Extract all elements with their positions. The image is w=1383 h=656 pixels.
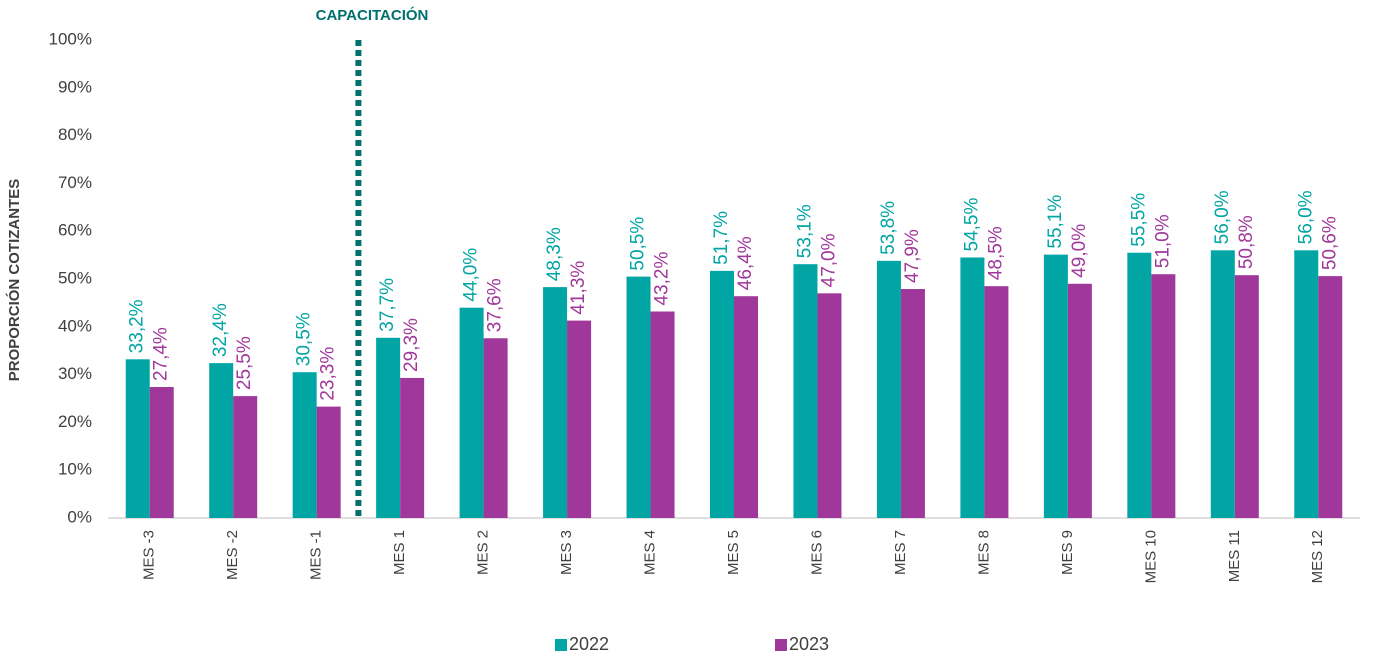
value-label: 32,4% xyxy=(210,303,231,357)
bar xyxy=(543,287,568,518)
bar xyxy=(316,406,341,518)
value-label: 55,5% xyxy=(1128,193,1149,247)
bar xyxy=(376,337,401,518)
bar xyxy=(233,396,258,518)
value-label: 37,6% xyxy=(485,278,506,332)
x-tick-label: MES 3 xyxy=(558,530,575,575)
value-label: 55,1% xyxy=(1045,195,1066,249)
value-label: 23,3% xyxy=(318,347,339,401)
value-label: 25,5% xyxy=(234,336,255,390)
value-label: 30,5% xyxy=(294,312,315,366)
x-tick-label: MES -2 xyxy=(224,530,241,580)
legend-swatch xyxy=(555,639,567,651)
y-tick-label: 40% xyxy=(58,316,92,335)
bar xyxy=(626,276,651,518)
x-tick-label: MES 8 xyxy=(975,530,992,575)
x-tick-label: MES 11 xyxy=(1226,530,1243,582)
value-label: 43,2% xyxy=(652,252,673,306)
value-label: 54,5% xyxy=(961,198,982,252)
x-tick-label: MES 2 xyxy=(475,530,492,575)
x-tick-label: MES 5 xyxy=(725,530,742,575)
annotation: CAPACITACIÓN xyxy=(316,6,429,24)
y-tick-label: 10% xyxy=(58,460,92,479)
value-label: 33,2% xyxy=(127,299,148,353)
bar xyxy=(900,289,925,518)
y-axis-label: PROPORCIÓN COTIZANTES xyxy=(5,179,23,382)
bar xyxy=(1127,252,1152,518)
bar xyxy=(1318,276,1343,518)
legend-swatch xyxy=(775,639,787,651)
value-label: 56,0% xyxy=(1212,190,1233,244)
bar xyxy=(650,311,675,518)
value-label: 48,3% xyxy=(544,227,565,281)
x-tick-label: MES 10 xyxy=(1142,530,1159,583)
bar xyxy=(876,260,901,518)
bar xyxy=(960,257,985,518)
bar xyxy=(1210,250,1235,518)
legend-label: 2023 xyxy=(789,634,829,654)
value-label: 50,8% xyxy=(1236,215,1257,269)
x-tick-label: MES -3 xyxy=(141,530,158,580)
bar xyxy=(149,387,174,518)
bar xyxy=(1294,250,1319,518)
bar xyxy=(710,270,734,518)
value-label: 27,4% xyxy=(151,327,172,381)
x-tick-label: MES -1 xyxy=(308,530,325,580)
x-tick-label: MES 6 xyxy=(808,530,825,575)
bar xyxy=(209,363,234,518)
value-label: 44,0% xyxy=(461,248,482,302)
y-tick-label: 0% xyxy=(67,507,92,526)
bar xyxy=(1234,275,1259,518)
x-tick-label: MES 1 xyxy=(391,530,408,575)
value-label: 41,3% xyxy=(568,261,589,315)
y-tick-label: 100% xyxy=(49,29,92,48)
y-tick-label: 50% xyxy=(58,268,92,287)
bar xyxy=(1043,254,1068,518)
bar xyxy=(459,307,484,518)
x-tick-label: MES 4 xyxy=(642,530,659,575)
bar xyxy=(817,293,842,518)
bar xyxy=(400,377,425,518)
y-tick-label: 20% xyxy=(58,412,92,431)
bar xyxy=(483,338,508,518)
bar xyxy=(793,264,818,518)
value-label: 53,8% xyxy=(878,201,899,255)
value-label: 53,1% xyxy=(794,204,815,258)
y-tick-label: 30% xyxy=(58,364,92,383)
value-label: 47,9% xyxy=(902,229,923,283)
legend-label: 2022 xyxy=(569,634,609,654)
y-tick-label: 80% xyxy=(58,125,92,144)
value-label: 49,0% xyxy=(1069,224,1090,278)
bar xyxy=(292,372,317,518)
value-label: 48,5% xyxy=(985,226,1006,280)
y-tick-label: 60% xyxy=(58,221,92,240)
value-label: 29,3% xyxy=(401,318,422,372)
x-tick-label: MES 12 xyxy=(1309,530,1326,583)
bar xyxy=(734,296,758,518)
value-label: 50,5% xyxy=(628,217,649,271)
bar xyxy=(125,359,150,518)
value-label: 56,0% xyxy=(1295,190,1316,244)
bar xyxy=(984,286,1009,518)
x-tick-label: MES 9 xyxy=(1059,530,1076,575)
value-label: 37,7% xyxy=(377,278,398,332)
y-tick-label: 70% xyxy=(58,173,92,192)
value-label: 51,7% xyxy=(711,211,732,265)
value-label: 50,6% xyxy=(1319,216,1340,270)
value-label: 46,4% xyxy=(735,236,756,290)
value-label: 47,0% xyxy=(818,233,839,287)
x-tick-label: MES 7 xyxy=(892,530,909,575)
bar xyxy=(1151,274,1176,518)
bar xyxy=(567,320,592,518)
value-label: 51,0% xyxy=(1152,214,1173,268)
bar xyxy=(1067,283,1092,518)
y-tick-label: 90% xyxy=(58,77,92,96)
